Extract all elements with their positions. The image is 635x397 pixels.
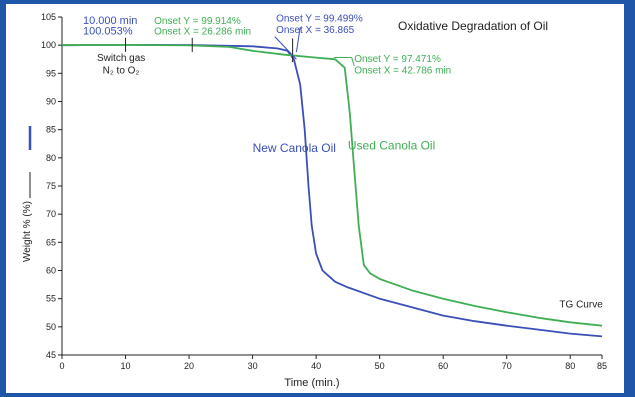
series-line-used-canola-oil [61, 44, 603, 327]
y-tick-label: 70 [46, 209, 56, 219]
x-tick-label: 50 [375, 361, 385, 371]
y-tick-label: 100 [41, 40, 56, 50]
y-tick-label: 75 [46, 181, 56, 191]
y-tick-label: 95 [46, 68, 56, 78]
series-label-used-canola-oil: Used Canola Oil [348, 138, 435, 152]
series-lines [61, 27, 603, 338]
annotation-0: 10.000 min [83, 15, 137, 27]
annotation-10: TG Curve [559, 300, 603, 311]
onset-pointer-blue [274, 36, 297, 60]
y-tick-label: 85 [46, 125, 56, 135]
series-label-new-canola-oil: New Canola Oil [253, 141, 336, 155]
annotation-2: Onset Y = 99.914% [154, 16, 241, 27]
y-tick-label: 80 [46, 153, 56, 163]
y-tick-label: 55 [46, 294, 56, 304]
annotation-8: Switch gas [97, 53, 145, 64]
annotation-3: Onset X = 26.286 min [154, 26, 251, 37]
text-labels: New Canola Oil Used Canola Oil 10.000 min1… [83, 14, 603, 311]
onset-pointer-green [351, 57, 355, 67]
x-tick-label: 85 [597, 361, 607, 371]
onset-pointer-blue-2 [295, 27, 301, 53]
x-tick-label: 0 [59, 361, 64, 371]
y-tick-label: 90 [46, 97, 56, 107]
x-axis-label: Time (min.) [284, 377, 339, 389]
annotation-6: Onset Y = 97.471% [354, 54, 441, 65]
annotation-5: Onset X = 36.865 [276, 25, 355, 36]
y-tick-label: 65 [46, 237, 56, 247]
annotation-1: 100.053% [83, 25, 133, 37]
annotation-7: Onset X = 42.786 min [354, 65, 451, 76]
x-tick-label: 10 [121, 361, 131, 371]
x-tick-label: 30 [248, 361, 258, 371]
axes: 45 50 55 60 65 70 75 80 85 90 95 100 105 0 10 20 30 40 50 6… [22, 12, 607, 371]
chart-title: Oxidative Degradation of Oil [398, 19, 548, 33]
x-tick-label: 70 [502, 361, 512, 371]
annotation-4: Onset Y = 99.499% [276, 14, 363, 25]
y-tick-label: 60 [46, 266, 56, 276]
x-tick-label: 80 [565, 361, 575, 371]
y-tick-label: 50 [46, 322, 56, 332]
annotation-9: N₂ to O₂ [103, 65, 140, 76]
y-axis-label: Weight % (%) [22, 201, 33, 262]
y-tick-label: 45 [46, 350, 56, 360]
x-tick-label: 20 [184, 361, 194, 371]
series-line-new-canola-oil [61, 44, 603, 338]
y-tick-label: 105 [41, 12, 56, 22]
x-tick-label: 40 [311, 361, 321, 371]
x-tick-label: 60 [438, 361, 448, 371]
